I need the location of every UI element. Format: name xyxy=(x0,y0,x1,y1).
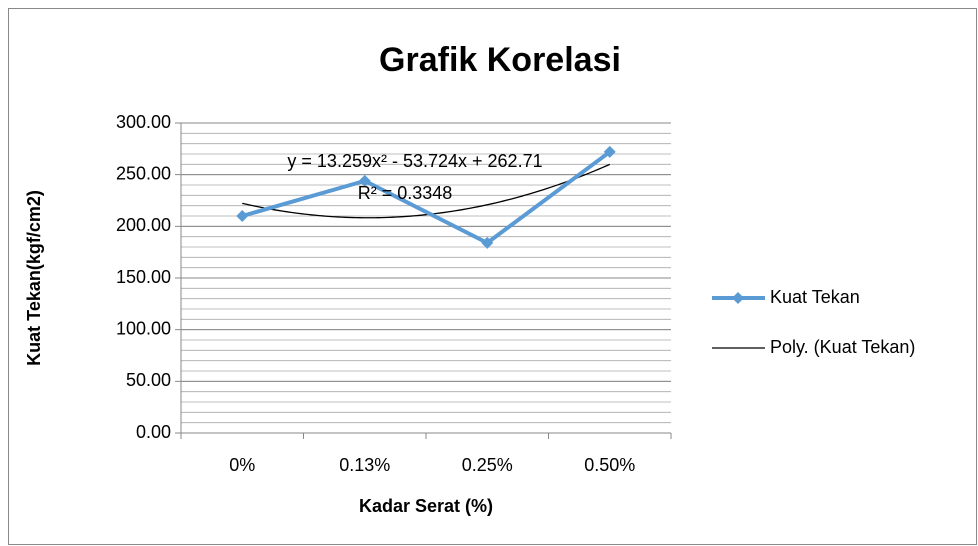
x-tick-label: 0.13% xyxy=(339,455,390,475)
x-tick-label: 0.50% xyxy=(584,455,635,475)
y-axis-title: Kuat Tekan(kgf/cm2) xyxy=(24,190,44,366)
chart-border xyxy=(8,8,977,545)
trendline xyxy=(242,163,611,219)
data-point xyxy=(236,210,249,222)
trendline-equation: y = 13.259x² - 53.724x + 262.71 xyxy=(287,151,542,171)
x-axis-title: Kadar Serat (%) xyxy=(359,496,493,516)
data-point xyxy=(603,145,616,158)
y-tick-label: 50.00 xyxy=(126,370,171,390)
data-point xyxy=(481,236,494,249)
y-tick-label: 150.00 xyxy=(116,267,171,287)
y-tick-label: 300.00 xyxy=(116,112,171,132)
y-tick-label: 100.00 xyxy=(116,318,171,338)
x-tick-label: 0.25% xyxy=(462,455,513,475)
trendline-r2: R² = 0.3348 xyxy=(358,183,453,203)
y-tick-label: 200.00 xyxy=(116,215,171,235)
legend-label: Poly. (Kuat Tekan) xyxy=(770,337,915,357)
data-line xyxy=(241,150,611,245)
y-tick-label: 0.00 xyxy=(136,422,171,442)
chart-title: Grafik Korelasi xyxy=(379,41,621,79)
legend-label: Kuat Tekan xyxy=(770,287,860,307)
legend-marker xyxy=(732,292,744,304)
y-tick-label: 250.00 xyxy=(116,163,171,183)
data-point xyxy=(358,174,371,187)
x-tick-label: 0% xyxy=(229,455,255,475)
